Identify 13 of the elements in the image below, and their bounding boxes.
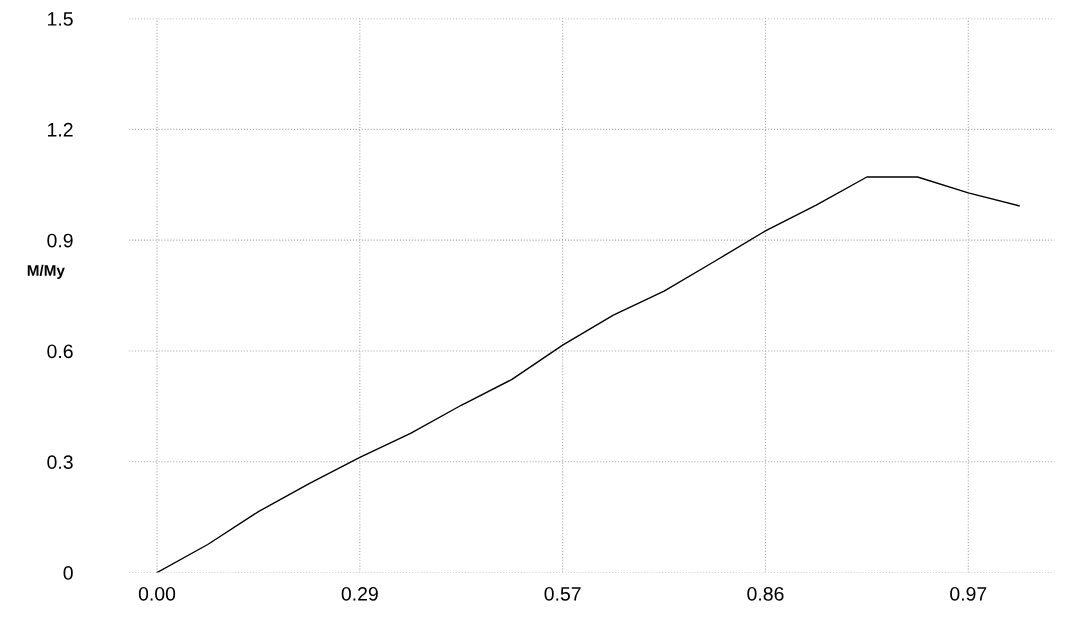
- y-tick-label: 1.5: [48, 12, 73, 26]
- y-tick-label: 1.2: [48, 122, 73, 137]
- y-axis-title: M/My: [27, 264, 65, 279]
- x-tick-label: 0.97: [950, 586, 987, 601]
- x-tick-label: 0.57: [544, 586, 581, 601]
- x-tick-label: 0.29: [341, 586, 378, 601]
- x-tick-label: 0.00: [138, 586, 176, 601]
- y-tick-label: 0.9: [47, 233, 73, 248]
- line-series: [156, 176, 1020, 573]
- x-tick-label: 0.86: [747, 586, 784, 601]
- y-tick-label: 0.3: [47, 455, 73, 470]
- y-tick-label: 0: [63, 566, 73, 580]
- y-tick-label: 0.6: [47, 344, 73, 359]
